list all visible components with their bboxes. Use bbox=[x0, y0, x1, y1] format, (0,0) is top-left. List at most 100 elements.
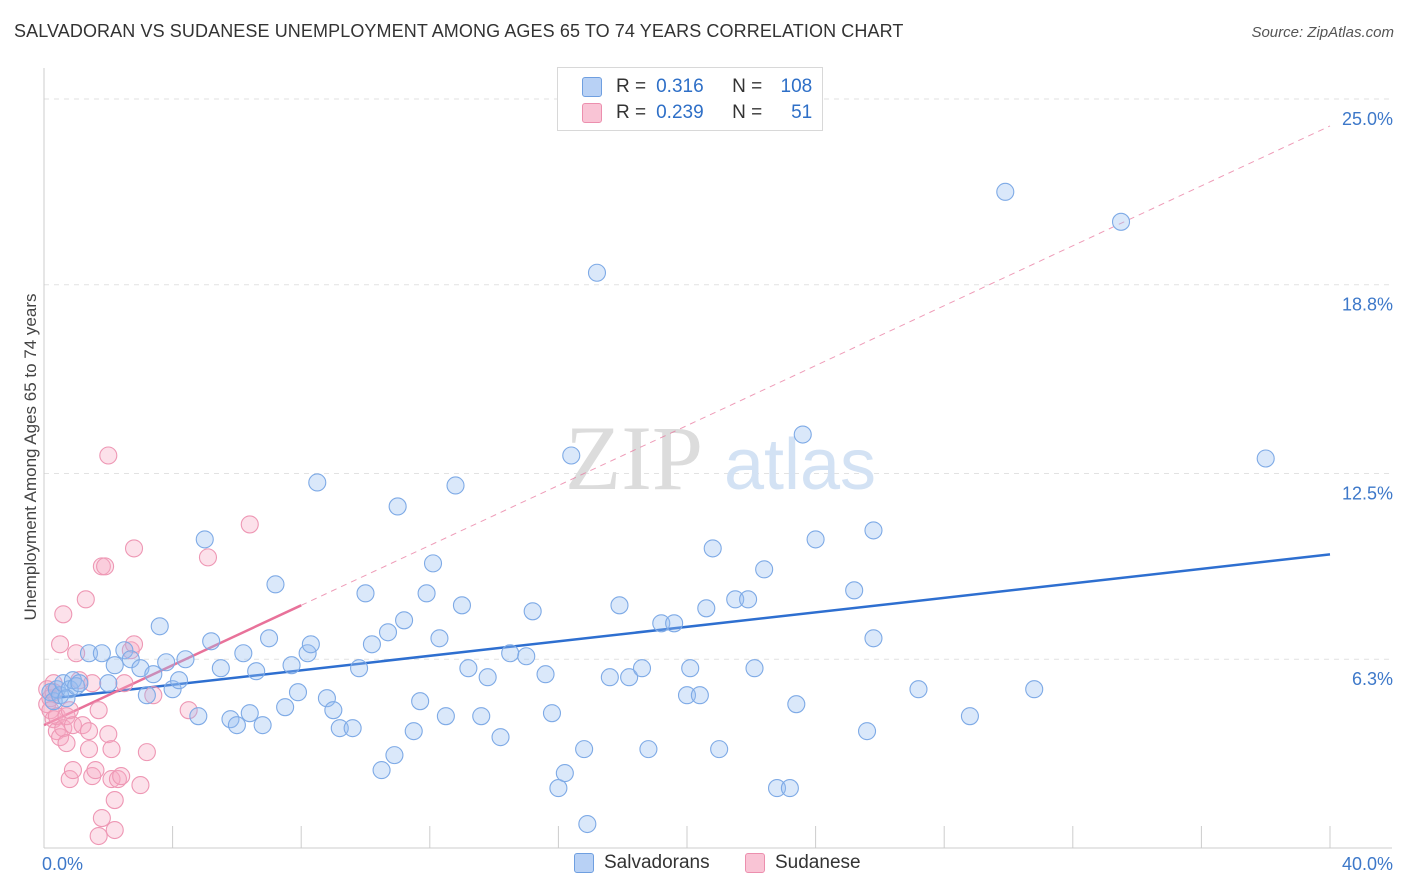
salvadoran-point bbox=[600, 668, 619, 687]
salvadoran-point bbox=[378, 623, 398, 642]
salvadoran-point bbox=[92, 644, 111, 663]
salvadoran-point bbox=[436, 707, 455, 726]
legend-r-label: R = bbox=[616, 102, 647, 123]
salvadoran-point bbox=[388, 497, 407, 516]
salvadoran-point bbox=[157, 653, 176, 672]
sudanese-point bbox=[105, 791, 124, 810]
sudanese-point bbox=[137, 743, 156, 762]
salvadoran-point bbox=[417, 584, 436, 603]
salvadoran-point bbox=[430, 629, 449, 648]
sudanese-point bbox=[60, 701, 79, 720]
series-legend: Salvadorans Sudanese bbox=[0, 852, 1406, 876]
salvadoran-point bbox=[308, 473, 327, 492]
salvadoran-point bbox=[845, 581, 864, 600]
y-tick-label: 18.8% bbox=[1342, 295, 1393, 315]
salvadoran-point bbox=[395, 611, 414, 630]
salvadoran-point bbox=[372, 761, 391, 780]
legend-r-value: 0.239 bbox=[656, 102, 704, 123]
salvadoran-point bbox=[227, 716, 246, 735]
salvadoran-points bbox=[41, 182, 1275, 834]
salvadoran-point bbox=[350, 659, 369, 678]
sudanese-point bbox=[96, 557, 115, 576]
series-legend-sudanese[interactable]: Sudanese bbox=[745, 852, 861, 874]
sudanese-point bbox=[112, 767, 131, 786]
trendline-sudanese-extension bbox=[300, 125, 1331, 606]
salvadoran-point bbox=[259, 629, 279, 648]
sudanese-point bbox=[51, 635, 70, 654]
salvadoran-point bbox=[909, 680, 928, 699]
salvadoran-point bbox=[478, 668, 497, 687]
salvadoran-point bbox=[632, 659, 652, 678]
sudanese-point bbox=[105, 820, 124, 840]
salvadoran-point bbox=[562, 446, 581, 465]
salvadoran-point bbox=[620, 668, 639, 687]
sudanese-point bbox=[89, 701, 108, 720]
salvadoran-point bbox=[330, 719, 349, 738]
chart-title: SALVADORAN VS SUDANESE UNEMPLOYMENT AMON… bbox=[14, 21, 904, 41]
salvadoran-point bbox=[690, 686, 709, 705]
source-label: Source: ZipAtlas.com bbox=[1251, 24, 1394, 41]
salvadoran-point bbox=[787, 695, 806, 714]
sudanese-point bbox=[124, 635, 144, 654]
salvadoran-point bbox=[996, 182, 1015, 201]
salvadoran-point bbox=[195, 530, 214, 549]
salvadoran-point bbox=[726, 590, 745, 609]
salvadoran-point bbox=[806, 530, 825, 549]
salvadoran-point bbox=[121, 650, 140, 669]
salvadoran-point bbox=[202, 632, 221, 651]
salvadoran-point bbox=[1256, 449, 1275, 468]
sudanese-point bbox=[63, 716, 82, 735]
series-swatch-blue bbox=[574, 853, 594, 873]
sudanese-point bbox=[240, 515, 259, 534]
salvadoran-point bbox=[452, 596, 472, 615]
sudanese-point bbox=[108, 770, 127, 789]
y-tick-label: 12.5% bbox=[1342, 483, 1393, 503]
salvadoran-point bbox=[755, 560, 774, 579]
salvadoran-point bbox=[343, 719, 362, 738]
salvadoran-point bbox=[665, 614, 684, 633]
salvadoran-point bbox=[411, 692, 430, 711]
salvadoran-point bbox=[517, 647, 536, 666]
gridlines bbox=[44, 98, 1392, 660]
tick-labels: 6.3% 12.5% 18.8% 25.0% 0.0% 40.0% bbox=[42, 109, 1393, 874]
salvadoran-point bbox=[324, 701, 343, 720]
salvadoran-point bbox=[105, 656, 124, 675]
salvadoran-point bbox=[697, 599, 716, 618]
salvadoran-point bbox=[150, 617, 169, 636]
salvadoran-point bbox=[555, 764, 574, 783]
salvadoran-point bbox=[472, 707, 491, 726]
salvadoran-point bbox=[542, 704, 562, 723]
legend-n-label: N = bbox=[732, 76, 763, 97]
salvadoran-point bbox=[137, 686, 156, 705]
sudanese-point bbox=[54, 605, 73, 624]
salvadoran-point bbox=[423, 554, 443, 573]
salvadoran-point bbox=[169, 671, 189, 690]
sudanese-point bbox=[124, 539, 144, 558]
salvadoran-point bbox=[703, 539, 722, 558]
salvadoran-point bbox=[491, 728, 510, 747]
legend-n-value: 108 bbox=[780, 76, 813, 97]
salvadoran-point bbox=[1111, 212, 1131, 231]
sudanese-point bbox=[198, 548, 218, 567]
salvadoran-point bbox=[446, 476, 465, 495]
salvadoran-point bbox=[575, 740, 594, 759]
salvadoran-point bbox=[639, 740, 658, 759]
correlation-legend: R = 0.316 N = 108 R = 0.239 N = 51 bbox=[557, 67, 823, 131]
salvadoran-point bbox=[79, 644, 99, 663]
legend-swatch-blue bbox=[582, 77, 602, 97]
salvadoran-point bbox=[610, 596, 629, 615]
sudanese-point bbox=[115, 674, 134, 693]
salvadoran-point bbox=[240, 704, 259, 723]
salvadoran-point bbox=[864, 629, 883, 648]
sudanese-point bbox=[57, 734, 76, 753]
salvadoran-point bbox=[652, 614, 671, 633]
trendlines bbox=[43, 125, 1331, 727]
watermark: ZIP atlas bbox=[565, 407, 876, 509]
trendline-sudanese bbox=[43, 604, 302, 727]
salvadoran-point bbox=[163, 680, 182, 699]
salvadoran-point bbox=[857, 722, 877, 741]
series-legend-salvadorans[interactable]: Salvadorans bbox=[574, 852, 710, 874]
y-tick-label: 6.3% bbox=[1352, 669, 1393, 689]
salvadoran-point bbox=[144, 665, 163, 684]
